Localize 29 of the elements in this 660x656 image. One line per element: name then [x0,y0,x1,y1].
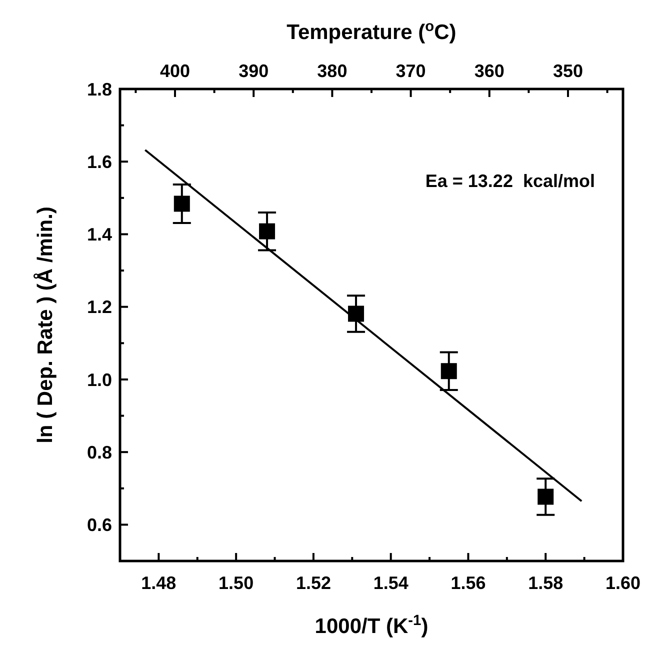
x2-tick-label: 370 [396,61,426,81]
x-tick-label: 1.52 [296,573,331,593]
annotation: Ea = 13.22 kcal/mol [425,171,595,191]
x-tick-label: 1.60 [605,573,641,593]
y-axis-title: ln ( Dep. Rate ) (Å /min.) [33,206,57,444]
y-tick-label: 1.8 [86,79,112,100]
y-tick-label: 1.4 [86,224,112,245]
x2-tick-label: 390 [238,61,269,81]
point [174,196,190,212]
y-tick-label: 0.8 [86,442,112,462]
x-tick-label: 1.56 [450,573,486,593]
x-tick-label: 1.58 [528,573,564,593]
point [348,306,364,322]
x2-tick-label: 400 [160,61,190,81]
x-tick-label: 1.48 [141,573,176,593]
y-tick-label: 1.2 [86,297,112,318]
x2-axis-title: Temperature ($^{o}$C) [286,19,456,44]
y-tick-label: 1.6 [86,152,112,172]
x2-tick-label: 380 [317,61,348,81]
point [538,488,554,505]
x2-tick-label: 360 [474,61,504,81]
x2-tick-label: 350 [552,61,584,81]
x-axis-title: 1000/T (K$^{-1}$) [314,613,428,638]
point [259,223,276,240]
x-tick-label: 1.50 [218,573,254,593]
x-tick-label: 1.54 [373,573,408,593]
point [440,363,457,380]
y-tick-label: 1.0 [86,370,112,390]
y-tick-label: 0.6 [86,514,112,535]
